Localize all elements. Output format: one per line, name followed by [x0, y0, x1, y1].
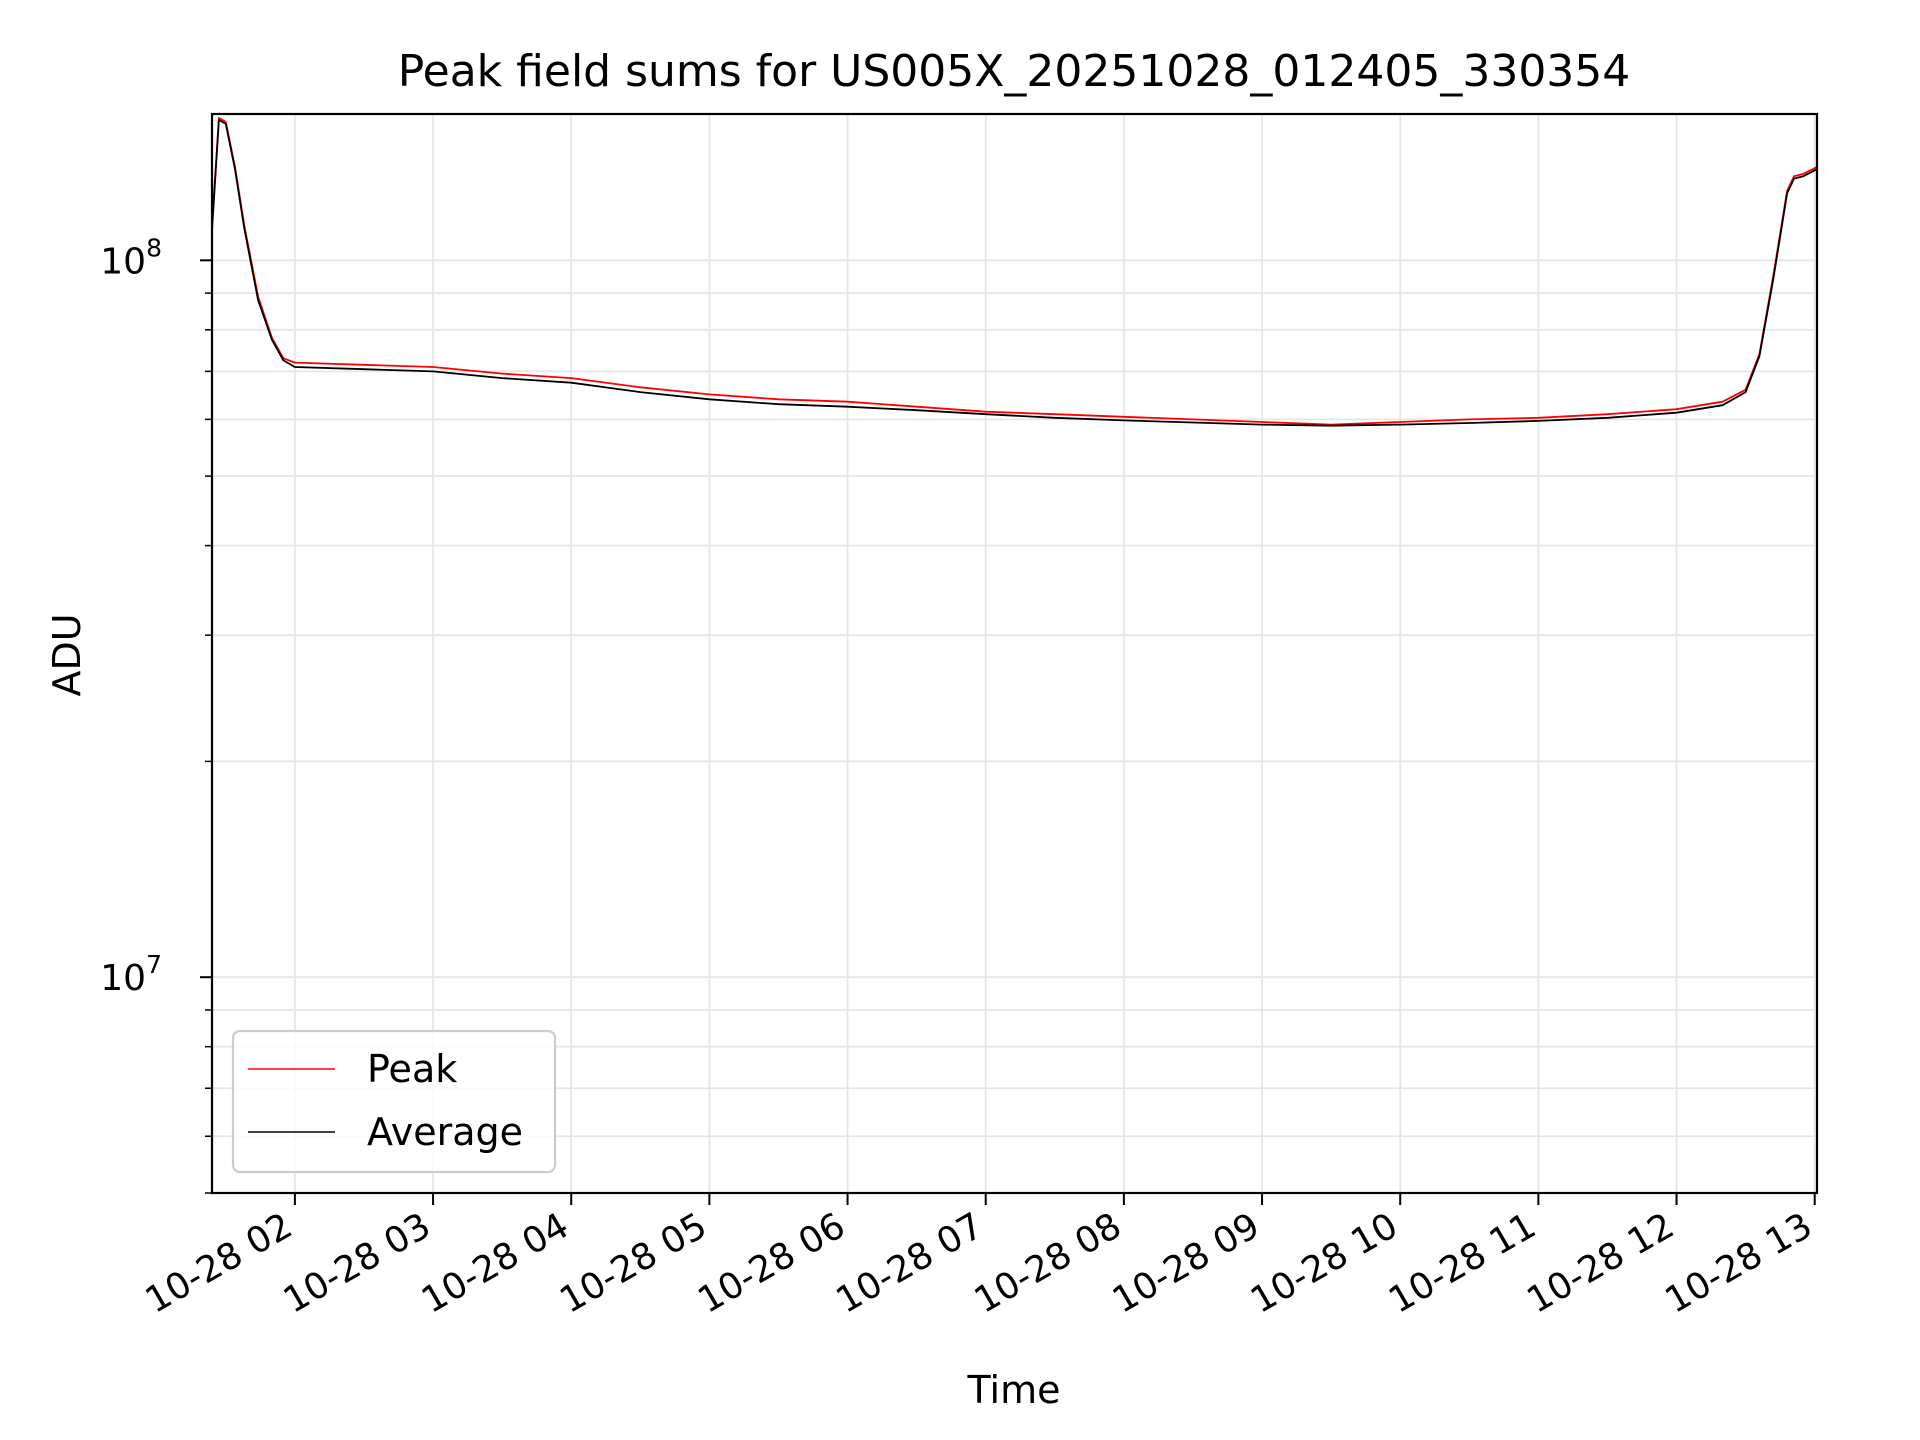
legend: Peak Average	[231, 1029, 557, 1174]
series-line-average	[211, 119, 1818, 427]
x-axis-label: Time	[967, 1368, 1061, 1412]
plot-frame	[210, 112, 1819, 1195]
legend-label-average: Average	[367, 1110, 523, 1154]
y-axis-label: ADU	[45, 613, 89, 696]
y-tick-label: 108	[100, 233, 162, 282]
y-tick-exponent: 8	[146, 233, 162, 262]
legend-box	[231, 1029, 557, 1174]
chart-title: Peak field sums for US005X_20251028_0124…	[398, 46, 1631, 97]
y-tick-label: 107	[100, 950, 162, 999]
y-tick-exponent: 7	[146, 950, 162, 979]
legend-label-peak: Peak	[367, 1047, 457, 1091]
series-lines	[211, 117, 1818, 427]
y-tick-base: 10	[100, 958, 146, 999]
grid-lines	[212, 114, 1817, 1194]
y-tick-base: 10	[100, 241, 146, 282]
